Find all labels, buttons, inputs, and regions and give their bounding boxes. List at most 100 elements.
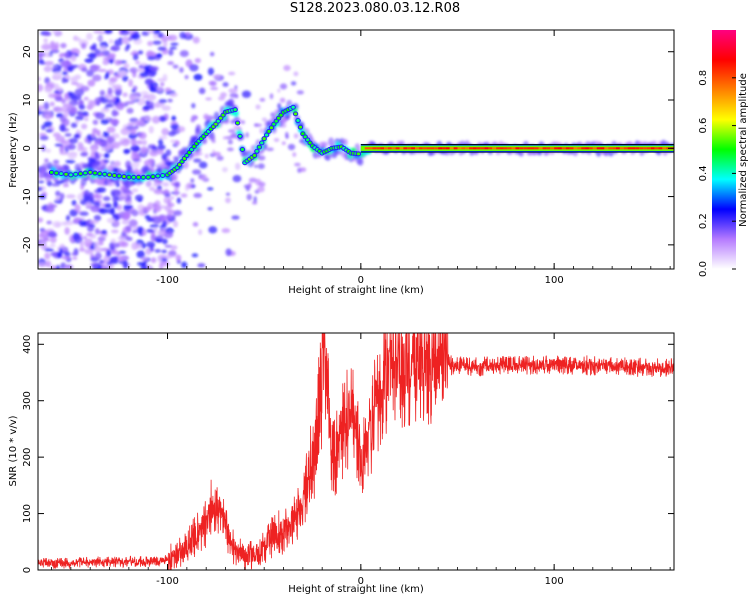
ridge-core-segment (449, 147, 454, 150)
ridge-core-segment (616, 147, 620, 150)
heat-cell (104, 93, 114, 99)
ridge-blob (92, 170, 98, 176)
heat-cell (127, 165, 134, 174)
heat-cell (41, 124, 46, 130)
heat-cell (222, 82, 229, 87)
ridge-core-segment (395, 147, 400, 150)
heat-cell (109, 76, 118, 83)
ridge-core-segment (538, 147, 543, 150)
heat-cell (121, 187, 130, 193)
heat-cell (212, 74, 221, 79)
ridge-core-segment (530, 147, 535, 150)
heat-cell (44, 252, 51, 260)
heat-cell (45, 148, 52, 153)
heat-cell (39, 135, 49, 141)
heat-cell (226, 147, 234, 152)
heat-cell (122, 260, 129, 269)
heat-cell (50, 49, 60, 54)
heat-cell (44, 248, 55, 252)
heat-cell (81, 67, 88, 73)
heat-cell (111, 133, 120, 139)
heat-cell (192, 36, 200, 44)
heat-cell (167, 98, 173, 103)
spectrogram-x-tick-label: -100 (156, 275, 179, 286)
heat-cell (65, 220, 74, 226)
heat-cell (168, 49, 174, 56)
heat-cell (118, 250, 127, 255)
heat-cell (38, 217, 44, 223)
ridge-core-segment (588, 147, 593, 150)
ridge-blob (111, 172, 118, 178)
ridge-core-segment (503, 147, 508, 150)
heat-cell (38, 76, 42, 82)
heat-cell (296, 90, 304, 95)
ridge-core-segment (546, 147, 551, 150)
ridge-blob (72, 171, 79, 177)
ridge-core-segment (550, 147, 555, 150)
heat-cell (124, 101, 135, 105)
heat-cell (173, 210, 182, 216)
heat-cell (109, 118, 120, 126)
heat-cell (190, 178, 195, 183)
heat-cell (91, 131, 96, 138)
heat-cell (100, 107, 111, 113)
heat-cell (246, 193, 252, 201)
snr-y-tick-label: 0 (22, 567, 33, 573)
heat-cell (241, 150, 248, 159)
heat-cell (65, 159, 76, 164)
heat-cell (62, 247, 69, 252)
ridge-blob (254, 148, 260, 154)
heat-cell (126, 43, 131, 50)
ridge-blob (106, 172, 113, 178)
heat-cell (90, 205, 100, 213)
ridge-core-segment (511, 147, 516, 150)
heat-cell (92, 193, 100, 199)
heat-cell (93, 241, 99, 249)
heat-cell (186, 182, 193, 190)
ridge-core-segment (627, 147, 632, 150)
heat-cell (84, 138, 89, 143)
spectrogram-y-tick-label: -20 (22, 237, 33, 253)
heat-cell (232, 174, 242, 183)
heat-cell (51, 67, 62, 74)
heat-cell (181, 261, 188, 269)
heat-cell (123, 149, 130, 155)
heat-cell (50, 45, 59, 51)
ridge-core-segment (465, 147, 470, 150)
heat-cell (162, 238, 168, 245)
heat-cell (96, 129, 101, 137)
heat-cell (96, 36, 104, 41)
heat-cell (357, 157, 364, 166)
heat-cell (123, 63, 130, 69)
heat-cell (142, 105, 151, 111)
ridge-blob (126, 174, 132, 180)
heat-cell (55, 265, 60, 269)
ridge-blob (355, 151, 362, 157)
heat-cell (67, 143, 76, 150)
heat-cell (155, 238, 163, 243)
heat-cell (127, 122, 135, 127)
heat-cell (142, 139, 147, 146)
heat-cell (74, 88, 85, 96)
colorbar-tick-label: 0.8 (698, 70, 709, 86)
heat-cell (209, 51, 215, 57)
heat-cell (51, 30, 59, 34)
heat-cell (121, 139, 130, 147)
heat-cell (79, 241, 84, 249)
colorbar: 0.0 0.2 0.4 0.6 0.8 Normalized spectral ampl… (698, 30, 749, 277)
heat-cell (120, 241, 129, 248)
heat-cell (130, 138, 137, 146)
heat-cell (77, 141, 84, 148)
heat-cell (64, 227, 70, 235)
heat-cell (157, 144, 166, 151)
heat-cell (86, 32, 93, 41)
heat-cell (159, 115, 167, 122)
snr-y-tick-label: 400 (22, 335, 33, 354)
ridge-core-segment (438, 147, 443, 150)
heat-cell (150, 257, 157, 264)
ridge-core-segment (585, 147, 589, 150)
heat-cell (62, 118, 70, 127)
heat-cell (57, 251, 63, 258)
ridge-core-segment (635, 147, 640, 150)
